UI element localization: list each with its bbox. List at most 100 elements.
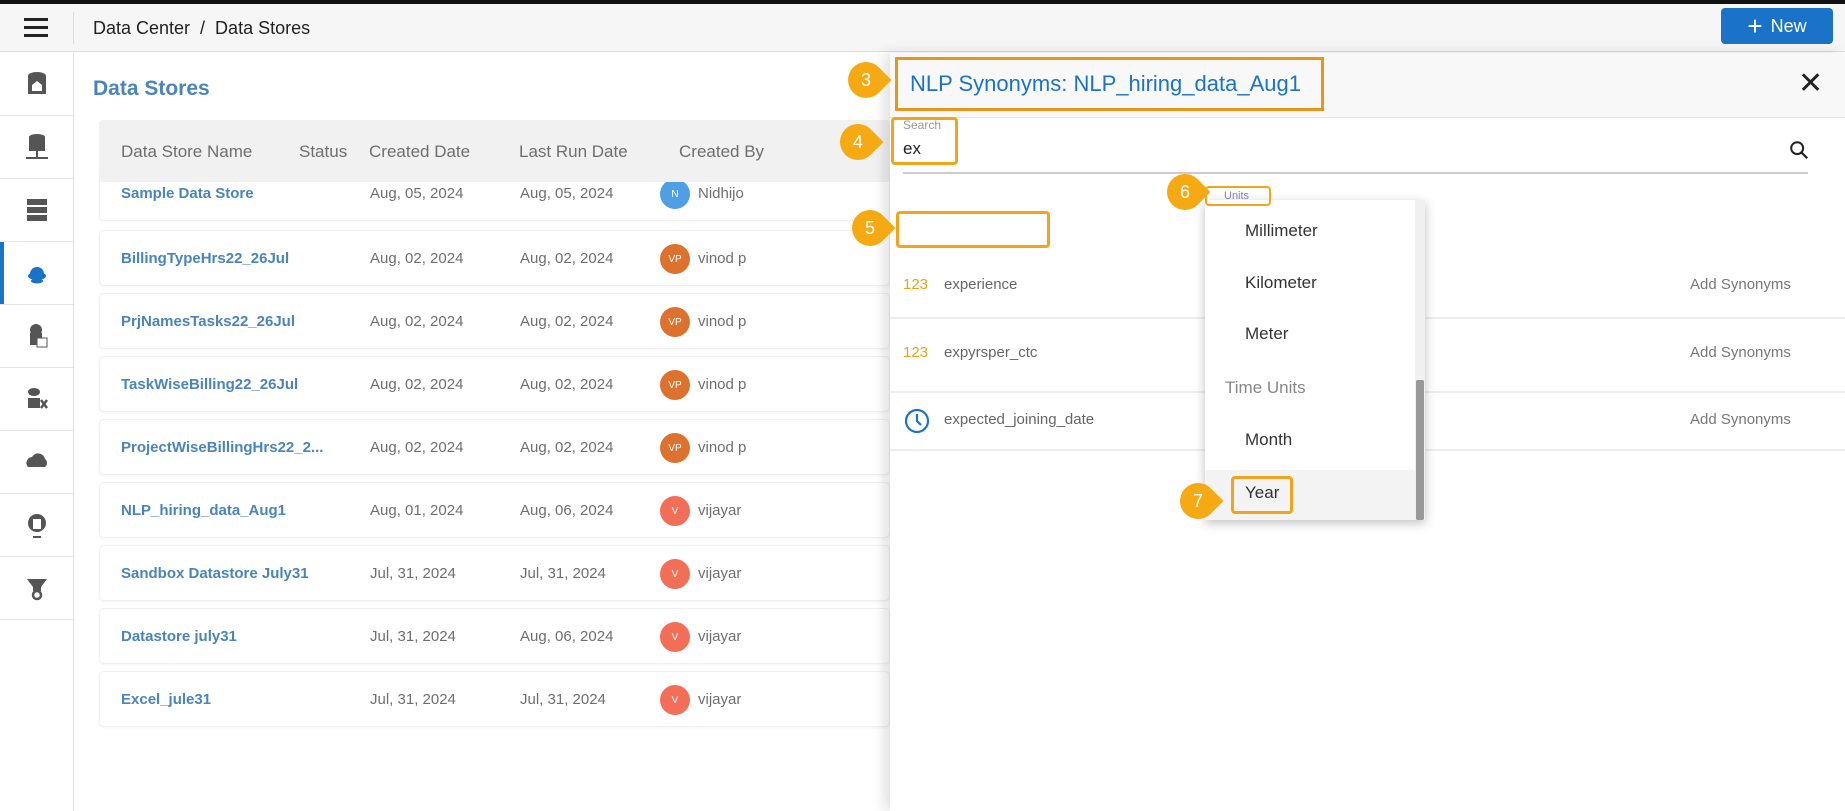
- scrollbar-thumb[interactable]: [1416, 380, 1424, 520]
- sidebar-item-funnel-gear[interactable]: [0, 557, 73, 620]
- created-by: vinod p: [698, 376, 747, 393]
- annotation-badge-6: 6: [1159, 166, 1211, 218]
- table-header: Data Store Name Status Created Date Last…: [99, 120, 890, 182]
- annotation-badge-5: 5: [844, 202, 896, 254]
- field-name: experience: [944, 276, 1018, 293]
- data-store-name[interactable]: PrjNamesTasks22_26Jul: [121, 313, 296, 330]
- sidebar: [0, 53, 74, 811]
- dropdown-group-label: Time Units: [1225, 378, 1306, 397]
- add-synonyms-button[interactable]: Add Synonyms: [1690, 344, 1791, 361]
- database-network-icon: [25, 134, 48, 159]
- avatar: VP: [660, 433, 690, 463]
- search-label: Search: [903, 118, 942, 132]
- sidebar-item-api-gear[interactable]: [0, 494, 73, 557]
- database-settings-icon: [27, 388, 48, 409]
- column-header-status[interactable]: Status: [299, 142, 348, 161]
- table-row[interactable]: TaskWiseBilling22_26Jul Aug, 02, 2024 Aug,…: [99, 356, 890, 412]
- last-run-date: Aug, 06, 2024: [520, 628, 614, 645]
- data-store-name[interactable]: NLP_hiring_data_Aug1: [121, 502, 287, 519]
- dropdown-option[interactable]: Meter: [1245, 324, 1289, 343]
- created-by: vinod p: [698, 439, 747, 456]
- search-icon[interactable]: [1788, 139, 1810, 161]
- breadcrumb: Data Center / Data Stores: [93, 18, 311, 38]
- data-store-name[interactable]: Excel_jule31: [121, 691, 212, 708]
- created-by: vinod p: [698, 250, 747, 267]
- menu-icon[interactable]: [24, 18, 48, 38]
- column-header-name[interactable]: Data Store Name: [121, 142, 253, 161]
- add-synonyms-button[interactable]: Add Synonyms: [1690, 276, 1791, 293]
- column-header-created-by[interactable]: Created By: [679, 142, 765, 161]
- table-row[interactable]: ProjectWiseBillingHrs22_2... Aug, 02, 202…: [99, 419, 890, 475]
- funnel-gear-icon: [26, 579, 47, 601]
- avatar: VP: [660, 370, 690, 400]
- column-header-created[interactable]: Created Date: [369, 142, 471, 161]
- table-row[interactable]: NLP_hiring_data_Aug1 Aug, 01, 2024 Aug, 06…: [99, 482, 890, 538]
- last-run-date: Aug, 02, 2024: [520, 376, 614, 393]
- table-row[interactable]: PrjNamesTasks22_26Jul Aug, 02, 2024 Aug, 0…: [99, 293, 890, 349]
- plus-icon: +: [1747, 11, 1763, 41]
- api-gear-icon: [27, 514, 46, 538]
- created-by: vijayar: [698, 628, 742, 645]
- sidebar-item-server[interactable]: [0, 179, 73, 242]
- data-store-name[interactable]: BillingTypeHrs22_26Jul: [121, 250, 290, 267]
- table-row[interactable]: Sandbox Datastore July31 Jul, 31, 2024 Jul…: [99, 545, 890, 601]
- annotation-box-search: [891, 117, 958, 165]
- data-store-name[interactable]: Sample Data Store: [121, 185, 254, 202]
- panel-title: NLP Synonyms: NLP_hiring_data_Aug1: [910, 71, 1301, 96]
- sidebar-item-cloud[interactable]: [0, 431, 73, 494]
- column-header-last-run[interactable]: Last Run Date: [519, 142, 628, 161]
- created-by: vijayar: [698, 691, 742, 708]
- annotation-box-experience: [896, 211, 1050, 248]
- sidebar-item-database-code[interactable]: [0, 305, 73, 368]
- dropdown-option[interactable]: Year: [1245, 483, 1280, 502]
- search-underline: [903, 172, 1808, 174]
- cloud-icon: [25, 453, 47, 467]
- created-date: Aug, 02, 2024: [370, 250, 464, 267]
- table-row[interactable]: BillingTypeHrs22_26Jul Aug, 02, 2024 Aug, …: [99, 230, 890, 286]
- avatar: V: [660, 685, 690, 715]
- clock-icon: [904, 408, 930, 434]
- search-input[interactable]: ex: [903, 139, 921, 158]
- database-code-icon: [29, 324, 47, 348]
- sidebar-item-cloud-database[interactable]: [0, 242, 73, 305]
- created-by: Nidhijo: [698, 185, 744, 202]
- field-name: expyrsper_ctc: [944, 344, 1038, 361]
- sidebar-item-database-network[interactable]: [0, 116, 73, 179]
- panel-header: NLP Synonyms: NLP_hiring_data_Aug1 ✕: [890, 53, 1845, 118]
- new-button[interactable]: + New: [1721, 8, 1833, 44]
- header: Data Center / Data Stores + New: [0, 4, 1845, 52]
- numeric-type-icon: 123: [903, 276, 929, 293]
- add-synonyms-button[interactable]: Add Synonyms: [1690, 411, 1791, 428]
- dropdown-option[interactable]: Kilometer: [1245, 273, 1317, 292]
- sidebar-item-data-home[interactable]: [0, 53, 73, 116]
- data-store-name[interactable]: Datastore july31: [121, 628, 237, 645]
- created-by: vijayar: [698, 565, 742, 582]
- annotation-badge-7: 7: [1172, 475, 1224, 527]
- data-store-name[interactable]: Sandbox Datastore July31: [121, 565, 309, 582]
- avatar: V: [660, 559, 690, 589]
- annotation-box-title: [895, 57, 1324, 111]
- sidebar-item-database-settings[interactable]: [0, 368, 73, 431]
- avatar: N: [660, 179, 690, 209]
- units-label: Units: [1224, 190, 1250, 202]
- table-row[interactable]: Datastore july31 Jul, 31, 2024 Aug, 06, 20…: [99, 608, 890, 664]
- created-date: Aug, 05, 2024: [370, 185, 464, 202]
- created-by: vijayar: [698, 502, 742, 519]
- main-content: Data Stores Sample Data Store Aug, 05, 20…: [74, 53, 890, 811]
- new-button-label: New: [1770, 15, 1807, 36]
- created-date: Jul, 31, 2024: [370, 628, 456, 645]
- last-run-date: Aug, 02, 2024: [520, 439, 614, 456]
- avatar: V: [660, 496, 690, 526]
- data-store-name[interactable]: TaskWiseBilling22_26Jul: [121, 376, 299, 393]
- dropdown-option[interactable]: Millimeter: [1245, 221, 1318, 240]
- page-title: Data Stores: [93, 77, 210, 100]
- close-icon[interactable]: ✕: [1798, 67, 1824, 100]
- overlay: [74, 53, 890, 811]
- dropdown-option[interactable]: Month: [1245, 430, 1293, 449]
- scrollbar-track[interactable]: [1415, 200, 1425, 520]
- divider: [73, 12, 74, 44]
- data-store-name[interactable]: ProjectWiseBillingHrs22_2...: [121, 439, 324, 456]
- field-name: expected_joining_date: [944, 411, 1095, 428]
- cloud-database-icon: [27, 267, 46, 284]
